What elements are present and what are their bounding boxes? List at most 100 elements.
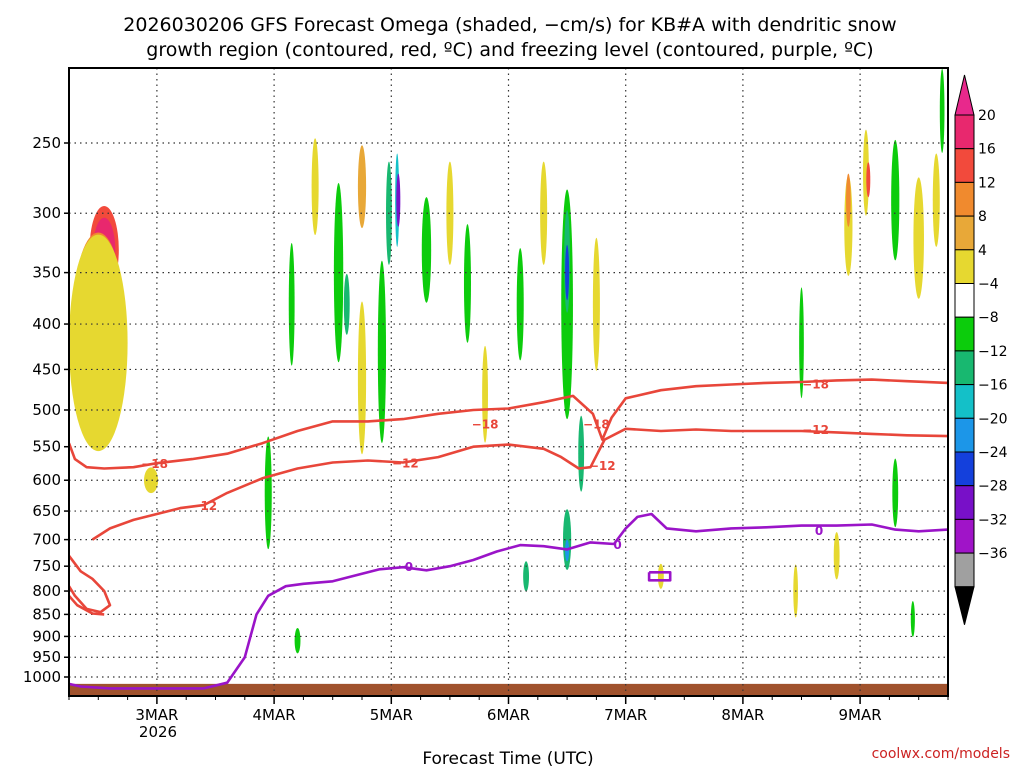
- dgz-contour-label: −12: [802, 423, 829, 437]
- dgz-contour-line: [69, 594, 105, 616]
- colorbar-swatch: [954, 148, 975, 183]
- y-tick-label: 850: [32, 605, 61, 623]
- omega-shade-blob: [892, 458, 899, 528]
- dgz-contour-label: −12: [190, 499, 217, 513]
- y-tick-label: 500: [32, 401, 61, 419]
- omega-shading-layer: [69, 68, 945, 654]
- colorbar-top-arrow: [954, 74, 975, 116]
- omega-shade-blob: [421, 197, 432, 303]
- dgz-contour-label: −12: [392, 456, 419, 470]
- omega-shade-blob: [578, 415, 585, 492]
- colorbar-swatch: [954, 451, 975, 487]
- x-tick-label: 4MAR: [253, 706, 296, 724]
- omega-shade-blob: [866, 162, 871, 198]
- dgz-contour-label: −12: [589, 459, 616, 473]
- omega-shade-blob: [144, 467, 159, 494]
- omega-shade-blob: [540, 161, 548, 265]
- omega-shade-blob: [833, 531, 840, 580]
- colorbar-swatch: [954, 181, 975, 217]
- chart-title-line-1: 2026030206 GFS Forecast Omega (shaded, −…: [123, 14, 896, 36]
- colorbar-label: 4: [978, 243, 987, 259]
- x-tick-label: 9MAR: [839, 706, 882, 724]
- y-tick-label: 650: [32, 502, 61, 520]
- credit-link[interactable]: coolwx.com/models: [872, 746, 1010, 762]
- omega-shade-blob: [69, 234, 128, 452]
- y-tick-label: 1000: [23, 668, 61, 686]
- omega-shade-blob: [377, 260, 387, 444]
- omega-shade-blob: [939, 68, 945, 153]
- colorbar-label: 12: [978, 175, 996, 191]
- colorbar-label: −16: [978, 378, 1008, 394]
- freezing-contour-label: 0: [613, 538, 621, 552]
- omega-shade-blob: [463, 224, 471, 343]
- colorbar-swatch: [954, 417, 975, 453]
- colorbar-label: −24: [978, 445, 1008, 461]
- colorbar-label: 16: [978, 142, 996, 158]
- colorbar-label: −36: [978, 546, 1008, 562]
- omega-shade-blob: [565, 245, 570, 301]
- colorbar-bottom-arrow: [954, 586, 975, 625]
- omega-shade-blob: [357, 301, 367, 455]
- x-axis-title: Forecast Time (UTC): [422, 749, 593, 768]
- omega-shade-blob: [357, 145, 367, 229]
- y-tick-label: 450: [32, 360, 61, 378]
- dgz-contour-line: [91, 427, 948, 541]
- y-tick-label: 950: [32, 648, 61, 666]
- colorbar-label: −4: [978, 277, 999, 293]
- colorbar-label: 20: [978, 108, 996, 124]
- colorbar-swatch: [954, 249, 975, 285]
- dgz-contour-label: −18: [141, 457, 168, 471]
- chart-title-line-2: growth region (contoured, red, ºC) and f…: [146, 39, 873, 61]
- omega-shade-blob: [482, 345, 488, 443]
- contour-labels: −18 −18 −18 −18 −12 −12 −12 −12 0 0 0: [141, 378, 829, 574]
- omega-shade-blob: [288, 242, 295, 366]
- omega-shade-blob: [846, 173, 851, 227]
- colorbar-label: −8: [978, 310, 999, 326]
- freezing-contour-label: 0: [815, 524, 823, 538]
- omega-shade-blob: [913, 177, 924, 299]
- omega-shade-blob: [523, 561, 530, 592]
- dgz-contour-line: [69, 555, 112, 614]
- grid-lines: [69, 68, 948, 696]
- x-tick-label: 6MAR: [487, 706, 530, 724]
- x-tick-label: 8MAR: [721, 706, 764, 724]
- x-tick-label: 5MAR: [370, 706, 413, 724]
- omega-shade-blob: [264, 436, 272, 550]
- y-tick-label: 700: [32, 531, 61, 549]
- colorbar-swatch: [954, 384, 975, 419]
- colorbar-swatch: [954, 316, 975, 352]
- dgz-contour-line: [69, 378, 948, 470]
- y-tick-label: 900: [32, 627, 61, 645]
- colorbar-label: −12: [978, 344, 1008, 360]
- omega-shade-blob: [592, 237, 600, 371]
- x-axis-year-label: 2026: [139, 723, 177, 741]
- dgz-contour-label: −18: [583, 418, 610, 432]
- freezing-contour-line: [69, 512, 948, 690]
- y-tick-label: 250: [32, 134, 61, 152]
- colorbar-label: −20: [978, 411, 1008, 427]
- colorbar-swatch: [954, 552, 975, 588]
- freezing-contour-line: [647, 571, 672, 582]
- omega-shade-blob: [932, 153, 940, 247]
- x-tick-label: 7MAR: [604, 706, 647, 724]
- y-axis-pressure: 250 300 350 400 450 500 550 600 650 700 750 800 850 9…: [23, 134, 69, 686]
- x-tick-label: 3MAR: [135, 706, 178, 724]
- omega-shade-blob: [657, 563, 664, 589]
- colorbar-swatch: [954, 114, 975, 150]
- y-tick-label: 600: [32, 471, 61, 489]
- y-tick-label: 800: [32, 582, 61, 600]
- dgz-contour-label: −18: [802, 378, 829, 392]
- colorbar-swatch: [954, 283, 975, 318]
- colorbar: 20 16 12 8 4 −4 −8 −12 −16 −20 −24 −28 −32 −36: [954, 74, 1008, 625]
- y-tick-label: 300: [32, 204, 61, 222]
- colorbar-label: −28: [978, 479, 1008, 495]
- y-tick-label: 400: [32, 315, 61, 333]
- x-axis-time: 3MAR 4MAR 5MAR 6MAR 7MAR 8MAR 9MAR: [68, 696, 949, 724]
- omega-shade-blob: [516, 248, 524, 361]
- colorbar-label: −32: [978, 512, 1008, 528]
- colorbar-label: 8: [978, 209, 987, 225]
- colorbar-swatch: [954, 350, 975, 386]
- colorbar-swatch: [954, 485, 975, 520]
- dgz-contour-label: −18: [472, 418, 499, 432]
